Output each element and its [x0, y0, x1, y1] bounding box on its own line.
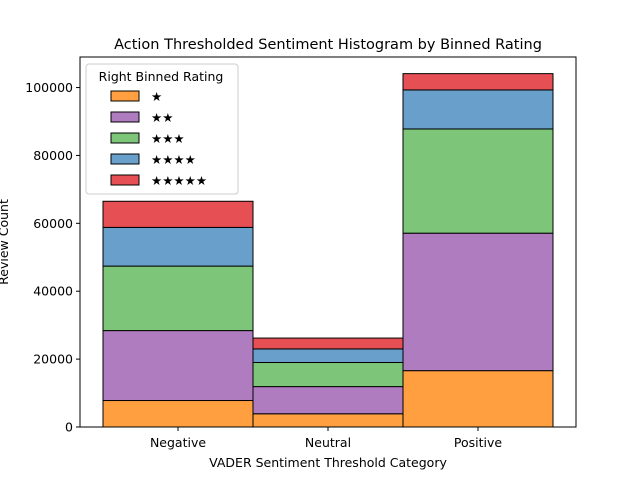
- bar-neutral-series-1: [252, 413, 404, 428]
- legend-items: ★★★★★★★★★★★★★★★: [110, 89, 207, 188]
- x-tick-label: Negative: [150, 435, 206, 450]
- bar-neutral-series-2: [252, 386, 404, 415]
- bar-neutral-series-5: [252, 337, 404, 350]
- y-axis-label: Review Count: [0, 199, 11, 285]
- ticks-layer: 0 20000 40000 60000 80000 100000 Negative Neutr…: [25, 80, 502, 450]
- bar-neutral-series-3: [252, 362, 404, 388]
- bar-negative-series-2: [102, 330, 254, 402]
- bar-negative-series-3: [102, 265, 254, 332]
- y-tick-label: 20000: [33, 352, 73, 367]
- legend-label: ★★★: [151, 131, 185, 146]
- x-axis-label: VADER Sentiment Threshold Category: [209, 455, 447, 470]
- legend-label: ★: [151, 89, 162, 104]
- legend-label: ★★: [151, 110, 173, 125]
- legend-swatch: [110, 111, 140, 123]
- bar-positive-series-2: [402, 232, 554, 372]
- y-tick-label: 80000: [33, 148, 73, 163]
- legend-title: Right Binned Rating: [99, 69, 224, 84]
- legend-swatch: [110, 174, 140, 186]
- bar-neutral-series-4: [252, 348, 404, 364]
- bar-positive-series-3: [402, 128, 554, 234]
- x-tick-label: Positive: [454, 435, 502, 450]
- bar-negative-series-1: [102, 400, 254, 428]
- legend-swatch: [110, 132, 140, 144]
- bar-positive-series-5: [402, 73, 554, 91]
- legend-swatch: [110, 153, 140, 165]
- chart-title: Action Thresholded Sentiment Histogram b…: [114, 37, 542, 53]
- x-tick-label: Neutral: [305, 435, 351, 450]
- bar-negative-series-4: [102, 226, 254, 267]
- bar-positive-series-1: [402, 370, 554, 428]
- legend-swatch: [110, 90, 140, 102]
- legend-label: ★★★★: [151, 152, 196, 167]
- y-tick-label: 40000: [33, 284, 73, 299]
- bars-layer: [102, 73, 554, 428]
- legend: Right Binned Rating ★★★★★★★★★★★★★★★: [85, 63, 239, 195]
- bar-negative-series-5: [102, 200, 254, 228]
- y-tick-label: 60000: [33, 216, 73, 231]
- y-tick-label: 0: [65, 420, 73, 435]
- legend-label: ★★★★★: [151, 173, 207, 188]
- y-tick-label: 100000: [25, 80, 73, 95]
- bar-positive-series-4: [402, 89, 554, 130]
